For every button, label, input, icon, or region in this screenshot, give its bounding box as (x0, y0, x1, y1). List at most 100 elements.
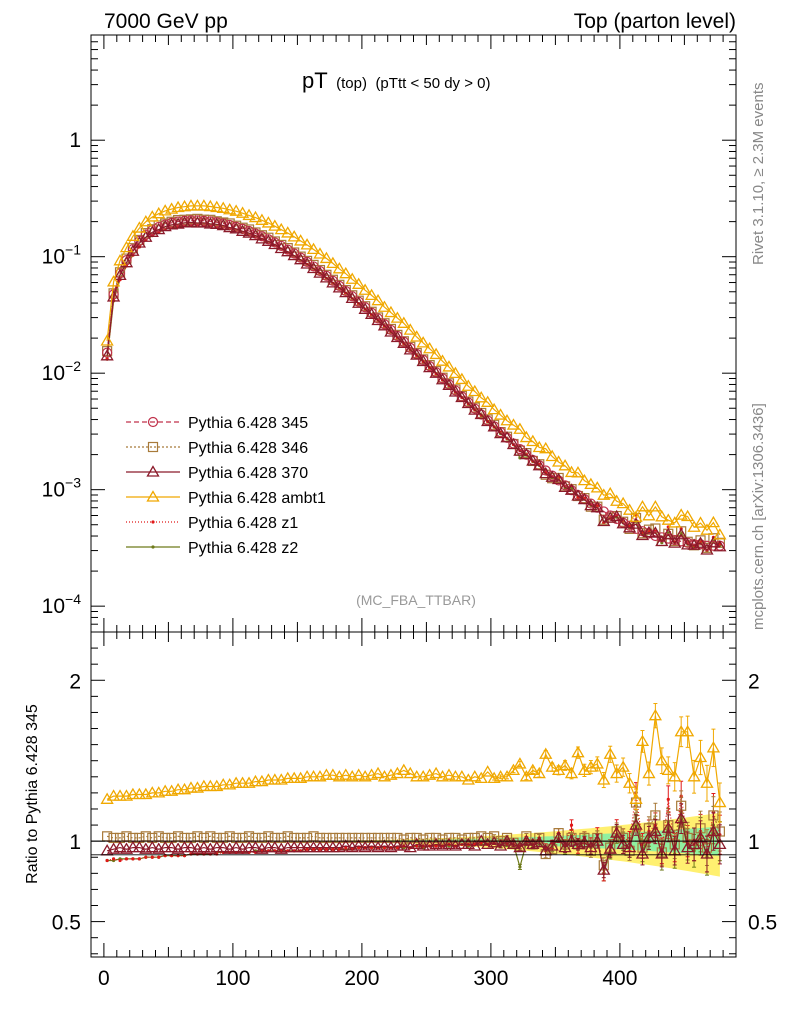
main-point-s370 (223, 220, 237, 233)
main-ytick-mantissa: 10 (42, 595, 65, 618)
xtick-label: 100 (215, 967, 250, 990)
main-point-s370 (397, 336, 411, 348)
ratio-point-ambt1 (145, 786, 159, 798)
main-point-ambt1 (610, 494, 624, 506)
ratio-line-s370 (106, 818, 721, 873)
legend-label-s346: Pythia 6.428 346 (188, 440, 308, 457)
main-point-ambt1 (313, 247, 327, 259)
ratio-point-s370 (500, 834, 514, 846)
ratio-point-ambt1 (616, 760, 630, 772)
main-point-s370 (442, 378, 456, 391)
ratio-point-s346 (418, 834, 429, 845)
main-point-s370 (584, 498, 598, 511)
ratio-point-s346 (424, 832, 435, 844)
main-point-s370 (468, 403, 482, 415)
main-point-ambt1 (506, 418, 521, 430)
ratio-point-s370 (622, 840, 637, 853)
ratio-point-s370 (410, 837, 424, 850)
ratio-point-ambt1 (397, 763, 411, 776)
ratio-point-ambt1 (603, 747, 617, 759)
ratio-point-z1 (305, 847, 309, 851)
side-label-mcplots: mcplots.cern.ch [arXiv:1306.3436] (750, 403, 767, 630)
main-point-s370 (306, 261, 321, 274)
main-point-s346 (630, 512, 642, 524)
main-point-s370 (235, 224, 250, 236)
ratio-point-s370 (713, 837, 727, 850)
main-point-ambt1 (674, 508, 688, 520)
main-point-s345 (540, 465, 551, 476)
ratio-point-ambt1 (584, 760, 598, 772)
legend-label-ambt1: Pythia 6.428 ambt1 (188, 490, 326, 507)
ratio-point-z1 (331, 847, 335, 851)
main-point-s370 (513, 444, 527, 456)
main-point-s370 (352, 296, 366, 308)
legend-marker-s370 (146, 465, 160, 477)
ratio-point-s370 (461, 837, 475, 850)
main-point-s370 (319, 271, 334, 283)
main-point-s370 (287, 248, 301, 261)
ratio-point-ambt1 (635, 734, 650, 747)
main-point-s370 (597, 514, 611, 527)
main-point-ambt1 (216, 201, 230, 213)
main-point-s370 (661, 527, 675, 540)
main-point-ambt1 (203, 199, 217, 212)
ratio-point-s370 (551, 831, 566, 843)
ratio-point-s346 (366, 832, 377, 844)
main-point-ambt1 (293, 234, 308, 246)
main-point-s370 (113, 268, 127, 281)
main-point-ambt1 (526, 434, 540, 447)
main-point-ambt1 (539, 441, 553, 454)
ratio-point-ambt1 (132, 787, 147, 800)
header-right: Top (parton level) (574, 10, 736, 33)
main-point-s370 (300, 257, 314, 269)
ratio-point-s370 (474, 834, 488, 846)
main-point-s370 (713, 539, 727, 552)
ratio-point-ambt1 (326, 768, 340, 780)
main-point-s370 (210, 217, 224, 229)
ratio-point-ambt1 (306, 770, 321, 782)
main-point-ambt1 (100, 334, 114, 346)
ratio-point-ambt1 (319, 768, 334, 780)
main-point-ambt1 (113, 254, 127, 266)
side-label-rivet: Rivet 3.1.10, ≥ 2.3M events (750, 83, 767, 266)
ratio-point-s370 (603, 842, 617, 854)
ratio-line-ambt1 (106, 715, 721, 803)
ratio-point-s370 (584, 840, 598, 853)
ratio-point-s370 (177, 840, 192, 853)
ratio-point-s370 (648, 824, 663, 837)
main-point-s370 (416, 354, 430, 367)
ratio-plot-frame (90, 631, 737, 958)
ratio-point-s370 (352, 839, 366, 851)
ratio-point-ambt1 (693, 750, 708, 763)
main-point-ambt1 (300, 238, 314, 250)
main-point-s370 (519, 447, 534, 460)
ratio-point-s370 (429, 837, 443, 850)
main-point-ambt1 (468, 384, 482, 397)
main-point-ambt1 (377, 300, 392, 312)
plot-title-sub2: (pTtt < 50 dy > 0) (375, 75, 490, 92)
ratio-point-s370 (229, 840, 243, 853)
main-point-ambt1 (268, 219, 282, 231)
ratio-point-s370 (532, 835, 546, 848)
ratio-point-s370 (442, 837, 456, 850)
ratio-point-ambt1 (261, 773, 276, 785)
legend-label-s370: Pythia 6.428 370 (188, 465, 308, 482)
ratio-point-ambt1 (655, 753, 669, 766)
legend-marker-s346 (147, 441, 159, 453)
header-left: 7000 GeV pp (104, 10, 228, 33)
ratio-point-ambt1 (590, 757, 604, 769)
ratio-point-z1 (118, 858, 122, 863)
main-point-ambt1 (429, 347, 443, 360)
main-point-s370 (532, 458, 546, 471)
main-point-ambt1 (590, 481, 604, 493)
ratio-point-ambt1 (571, 745, 585, 758)
ratio-point-s370 (403, 840, 417, 853)
legend-marker-z2 (151, 545, 155, 549)
main-point-s370 (422, 360, 437, 373)
main-point-ambt1 (584, 477, 598, 490)
ratio-point-ambt1 (622, 776, 637, 788)
main-point-ambt1 (661, 513, 675, 525)
main-point-s370 (571, 489, 585, 501)
ratio-point-ambt1 (268, 773, 282, 785)
